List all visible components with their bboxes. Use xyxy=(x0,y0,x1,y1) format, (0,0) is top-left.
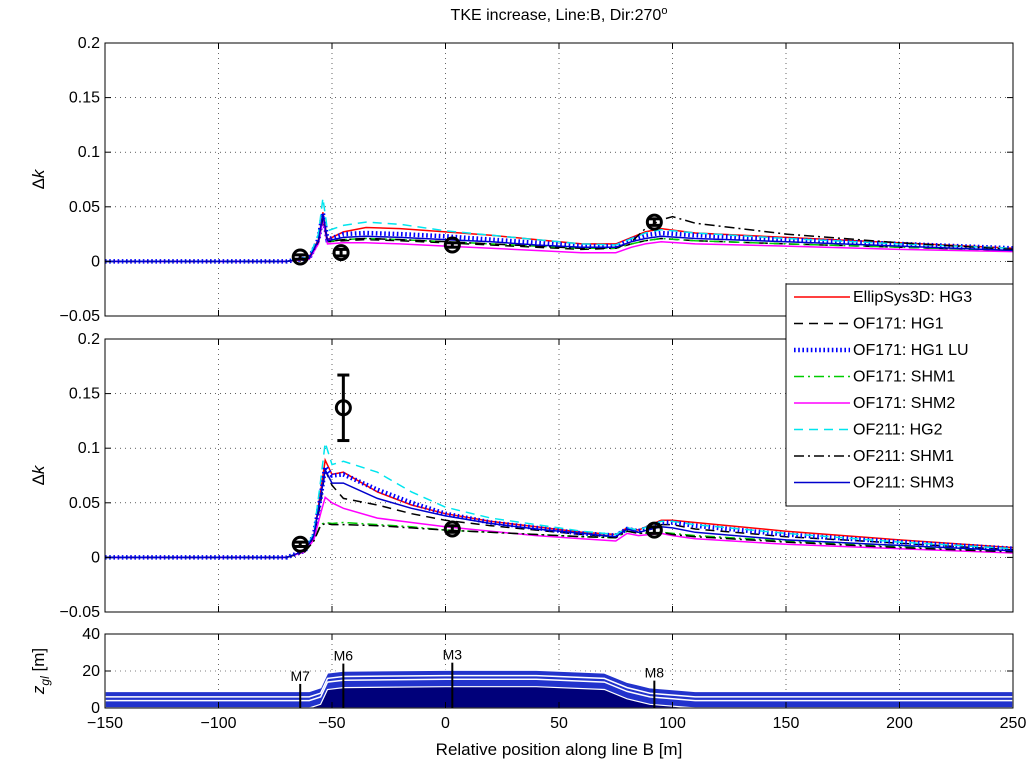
y-axis-label: zgl [m] xyxy=(29,648,52,695)
legend: EllipSys3D: HG3 OF171: HG1 OF171: HG1 LU OF… xyxy=(785,283,1014,507)
x-tick-label: 100 xyxy=(659,715,686,732)
y-tick-label: 0.15 xyxy=(69,90,100,107)
y-axis-label: Δk xyxy=(29,168,48,189)
measurement-marker xyxy=(443,236,461,254)
series-line xyxy=(105,442,1013,559)
legend-entry: OF171: HG1 LU xyxy=(853,342,969,359)
y-tick-label: 20 xyxy=(82,663,100,680)
y-tick-label: 40 xyxy=(82,626,100,643)
series-line xyxy=(105,522,1013,559)
y-tick-label: −0.05 xyxy=(60,308,101,325)
x-tick-label: 250 xyxy=(1000,715,1027,732)
x-axis-label: Relative position along line B [m] xyxy=(436,740,683,759)
y-tick-label: 0.05 xyxy=(69,495,100,512)
measurement-marker xyxy=(291,535,309,553)
measurement-marker xyxy=(334,373,352,443)
legend-entry: OF171: SHM1 xyxy=(853,369,955,386)
legend-entry: OF211: SHM1 xyxy=(853,448,954,465)
y-tick-label: 0 xyxy=(91,700,100,717)
y-tick-label: 0.1 xyxy=(78,144,100,161)
legend-entry: EllipSys3D: HG3 xyxy=(853,289,972,306)
series-line xyxy=(105,496,1013,559)
measurement-marker xyxy=(291,248,309,266)
mast-label: M3 xyxy=(443,647,463,663)
measurement-marker xyxy=(645,213,663,231)
y-tick-label: 0.2 xyxy=(78,331,100,348)
series-line xyxy=(105,197,1013,263)
x-tick-label: 200 xyxy=(886,715,913,732)
x-tick-label: −50 xyxy=(318,715,345,732)
legend-entry: OF171: SHM2 xyxy=(853,395,955,412)
x-tick-label: 0 xyxy=(441,715,450,732)
series-line xyxy=(105,214,1013,263)
y-tick-label: 0.05 xyxy=(69,199,100,216)
measurement-marker xyxy=(443,520,461,538)
measurement-marker xyxy=(332,244,350,262)
y-tick-label: 0.1 xyxy=(78,440,100,457)
x-tick-label: −150 xyxy=(87,715,123,732)
x-tick-label: 50 xyxy=(550,715,568,732)
x-tick-label: 150 xyxy=(773,715,800,732)
y-axis-label: Δk xyxy=(29,464,48,485)
x-tick-label: −100 xyxy=(200,715,236,732)
plot-content xyxy=(105,373,1013,560)
series-line xyxy=(105,467,1013,559)
mast-label: M6 xyxy=(334,648,354,664)
measurement-marker xyxy=(645,521,663,539)
legend-entry: OF211: SHM3 xyxy=(853,475,954,492)
legend-entry: OF171: HG1 xyxy=(853,316,944,333)
y-tick-label: −0.05 xyxy=(60,604,101,621)
mast-label: M7 xyxy=(290,668,310,684)
y-tick-label: 0.2 xyxy=(78,35,100,52)
legend-box xyxy=(785,283,1014,507)
chart-title: TKE increase, Line:B, Dir:270o xyxy=(451,5,668,24)
y-tick-label: 0 xyxy=(91,253,100,270)
y-tick-label: 0.15 xyxy=(69,386,100,403)
legend-entry: OF211: HG2 xyxy=(853,422,943,439)
mast-label: M8 xyxy=(645,665,665,681)
panel-top: −0.05 0 0.05 0.1 0.15 0.2 Δk xyxy=(29,35,1014,325)
plot-content xyxy=(105,197,1013,266)
panel-terrain: 0 20 40 −150 −100 −50 0 50 100 150 200 250 zgl [m] M7… xyxy=(29,626,1026,732)
y-tick-label: 0 xyxy=(91,549,100,566)
